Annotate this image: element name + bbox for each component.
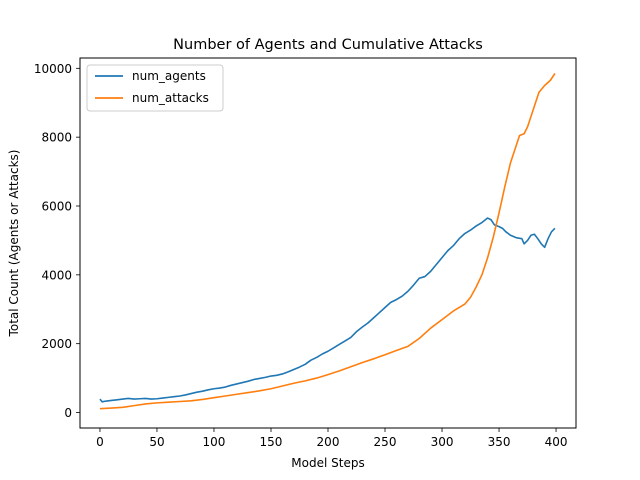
y-tick-label: 2000 (41, 337, 72, 351)
series-layer (99, 73, 556, 410)
x-tick-label: 100 (203, 435, 226, 449)
x-tick-label: 0 (96, 435, 104, 449)
x-tick-label: 200 (317, 435, 340, 449)
y-tick-label: 0 (64, 406, 72, 420)
legend: num_agents num_attacks (86, 64, 224, 112)
x-tick-label: 350 (488, 435, 511, 449)
x-axis: 0 50 100 150 200 250 300 350 400 (96, 428, 567, 449)
x-tick-label: 50 (149, 435, 164, 449)
chart-title: Number of Agents and Cumulative Attacks (173, 37, 483, 53)
y-tick-label: 4000 (41, 268, 72, 282)
series-line-num-agents (99, 217, 556, 403)
y-axis-label: Total Count (Agents or Attacks) (7, 150, 21, 338)
y-tick-label: 10000 (34, 62, 72, 76)
y-axis: 0 2000 4000 6000 8000 10000 (34, 62, 80, 420)
x-tick-label: 300 (431, 435, 454, 449)
series-line-num-attacks (99, 73, 556, 410)
legend-label-num-attacks: num_attacks (132, 91, 209, 105)
y-tick-label: 8000 (41, 131, 72, 145)
x-tick-label: 250 (374, 435, 397, 449)
x-axis-label: Model Steps (291, 456, 364, 470)
x-tick-label: 150 (260, 435, 283, 449)
x-tick-label: 400 (545, 435, 568, 449)
legend-label-num-agents: num_agents (132, 69, 206, 83)
y-tick-label: 6000 (41, 200, 72, 214)
